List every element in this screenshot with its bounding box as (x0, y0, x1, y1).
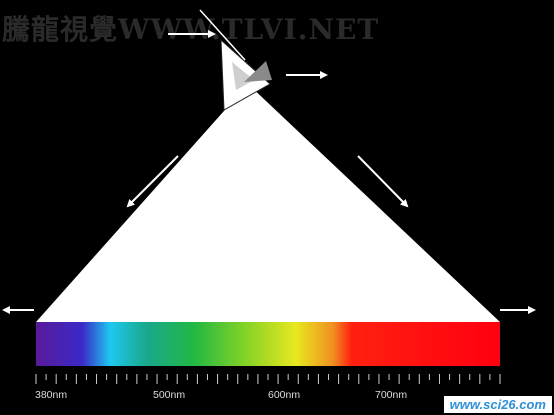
incoming-beam-line (199, 9, 246, 61)
prism-inner-shadow (232, 62, 254, 90)
prism-gray-facet (244, 61, 272, 82)
tick-label-500nm: 500nm (153, 389, 185, 401)
tick-label-700nm: 700nm (375, 389, 407, 401)
left-diagonal-arrow-icon (126, 155, 179, 208)
tick-label-380nm: 380nm (35, 389, 67, 401)
corner-badge: www.sci26.com (443, 396, 552, 413)
tick-label-600nm: 600nm (268, 389, 300, 401)
light-fan (36, 84, 500, 322)
wavelength-ruler (35, 374, 501, 384)
watermark-text: 騰龍視覺WWW.TLVI.NET (2, 13, 380, 46)
spectrum-band (36, 322, 500, 366)
right-diagonal-arrow-icon (357, 155, 409, 208)
